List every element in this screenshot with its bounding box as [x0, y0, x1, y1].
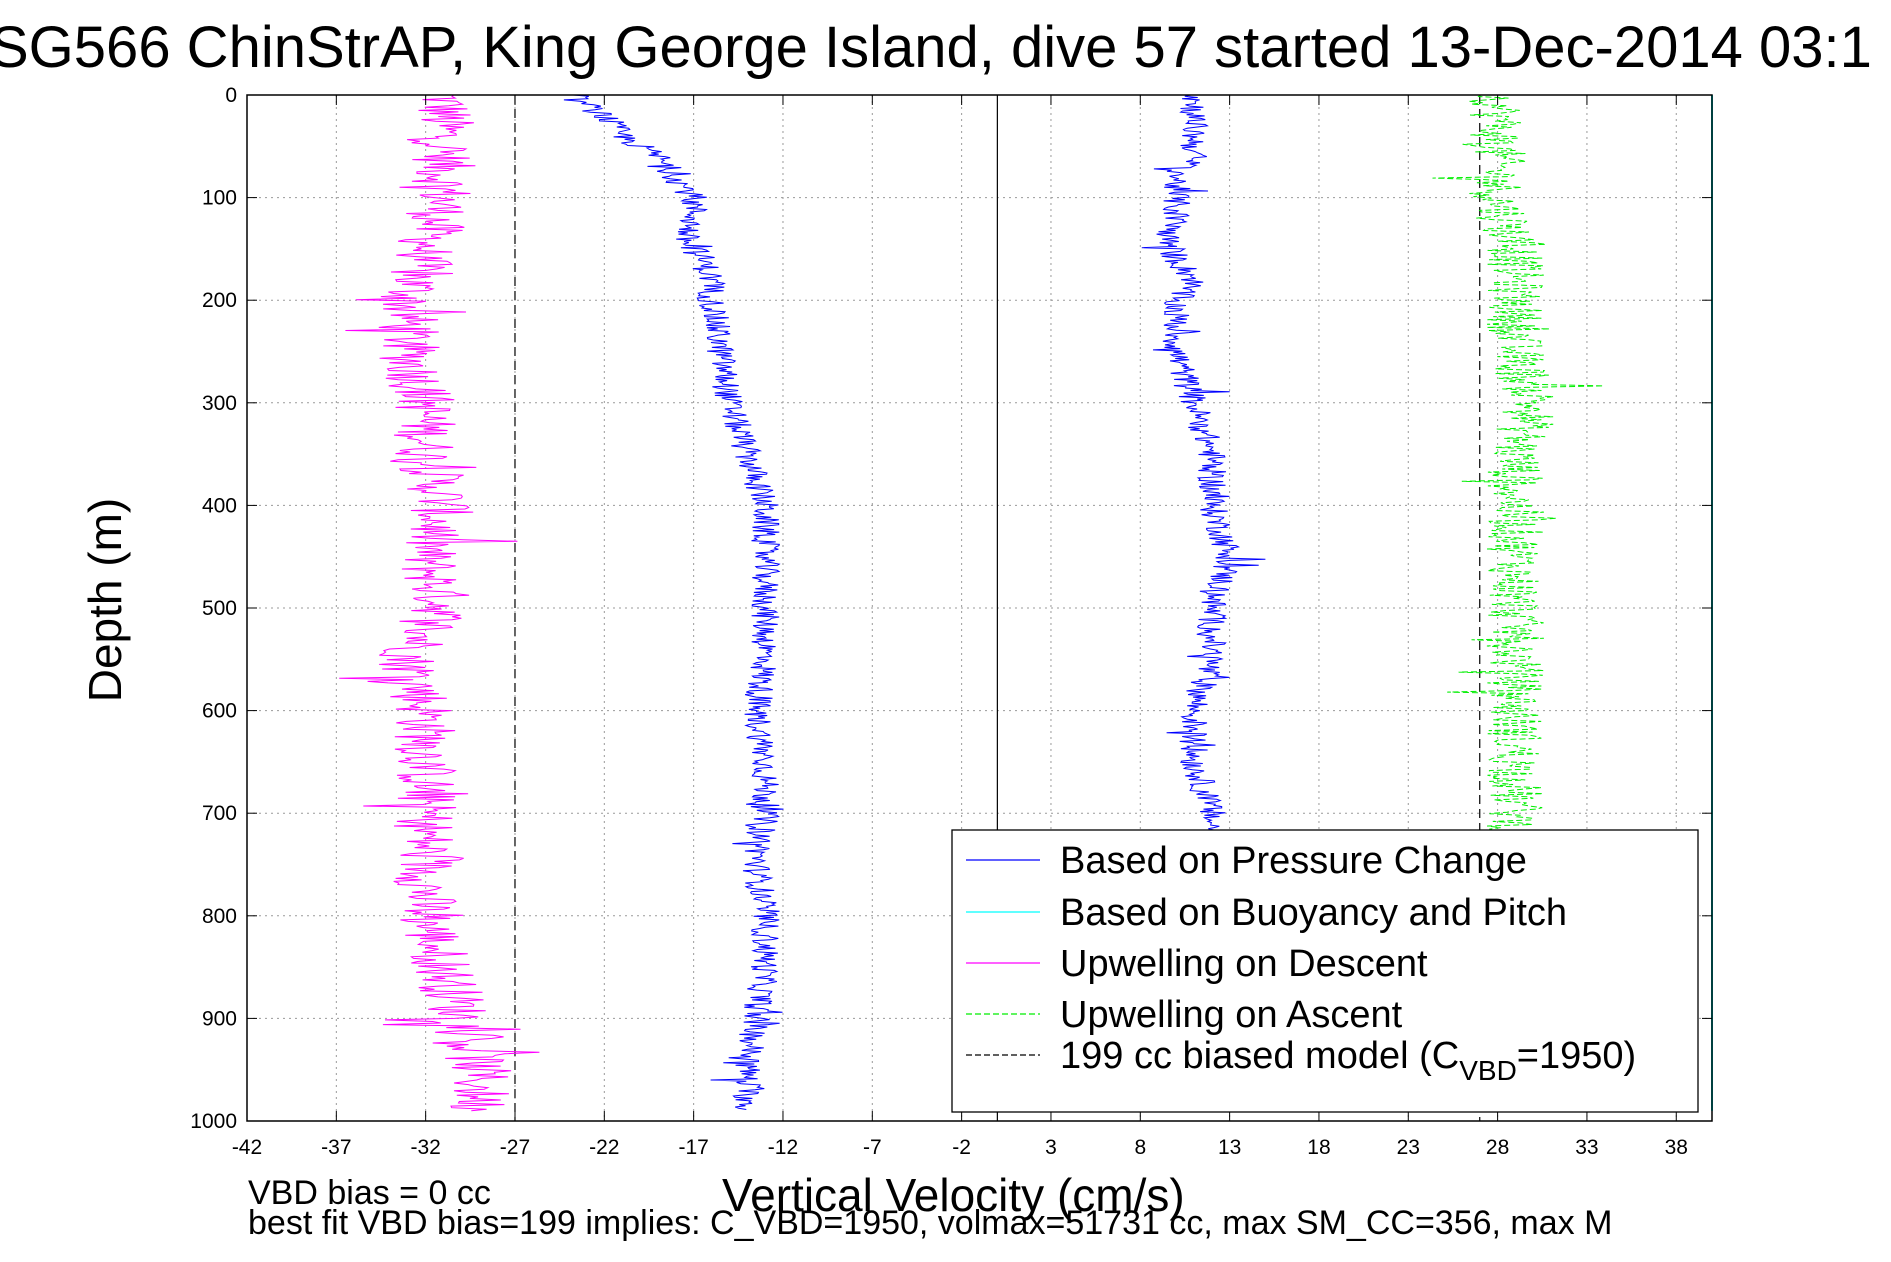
x-tick-label: 28 — [1486, 1136, 1509, 1159]
legend-label: Based on Pressure Change — [1060, 840, 1527, 882]
x-tick-label: 8 — [1134, 1136, 1146, 1159]
series-upwelling-ascent — [1432, 94, 1604, 1112]
legend-box — [951, 829, 1699, 1113]
x-tick-label: -27 — [500, 1136, 530, 1159]
x-tick-label: -22 — [589, 1136, 619, 1159]
x-tick-label: -12 — [768, 1136, 798, 1159]
y-tick-label: 400 — [202, 494, 237, 517]
y-tick-label: 500 — [202, 597, 237, 620]
axis-ticks: -42 -37 -32 -27 -22 -17 -12 -7 -2 3 8 13 18 23 28 33 380… — [190, 84, 1712, 1159]
x-tick-label: -42 — [232, 1136, 262, 1159]
x-tick-label: 23 — [1397, 1136, 1420, 1159]
y-tick-label: 100 — [202, 187, 237, 210]
legend-label: 199 cc biased model (CVBD=1950) — [1060, 1035, 1636, 1086]
x-tick-label: -32 — [410, 1136, 440, 1159]
y-tick-label: 300 — [202, 392, 237, 415]
y-tick-label: 900 — [202, 1007, 237, 1030]
vbd-bias-annotation: VBD bias = 0 cc — [248, 1174, 491, 1212]
y-tick-label: 200 — [202, 289, 237, 312]
x-axis-label: Vertical Velocity (cm/s) — [722, 1169, 1185, 1221]
x-tick-label: 38 — [1665, 1136, 1688, 1159]
x-tick-label: -2 — [952, 1136, 971, 1159]
y-tick-label: 1000 — [190, 1110, 237, 1133]
x-tick-label: -17 — [678, 1136, 708, 1159]
y-tick-label: 800 — [202, 905, 237, 928]
y-axis-label: Depth (m) — [79, 497, 131, 703]
y-tick-label: 600 — [202, 700, 237, 723]
x-tick-label: 18 — [1307, 1136, 1330, 1159]
x-tick-label: -7 — [863, 1136, 882, 1159]
chart-title: SG566 ChinStrAP, King George Island, div… — [0, 15, 1872, 80]
y-tick-label: 0 — [225, 84, 237, 107]
legend-label: Based on Buoyancy and Pitch — [1060, 892, 1567, 934]
legend-label: Upwelling on Ascent — [1060, 994, 1403, 1036]
x-tick-label: -37 — [321, 1136, 351, 1159]
series-upwelling-descent — [339, 94, 540, 1112]
best-fit-annotation: best fit VBD bias=199 implies: C_VBD=195… — [248, 1204, 1613, 1242]
y-tick-label: 700 — [202, 802, 237, 825]
x-tick-label: 3 — [1045, 1136, 1057, 1159]
legend: Based on Pressure Change Based on Buoyanc… — [951, 829, 1699, 1113]
x-tick-label: 13 — [1218, 1136, 1241, 1159]
series-pressure-change-descent — [563, 94, 784, 1110]
x-tick-label: 33 — [1575, 1136, 1598, 1159]
legend-label: Upwelling on Descent — [1060, 943, 1428, 985]
